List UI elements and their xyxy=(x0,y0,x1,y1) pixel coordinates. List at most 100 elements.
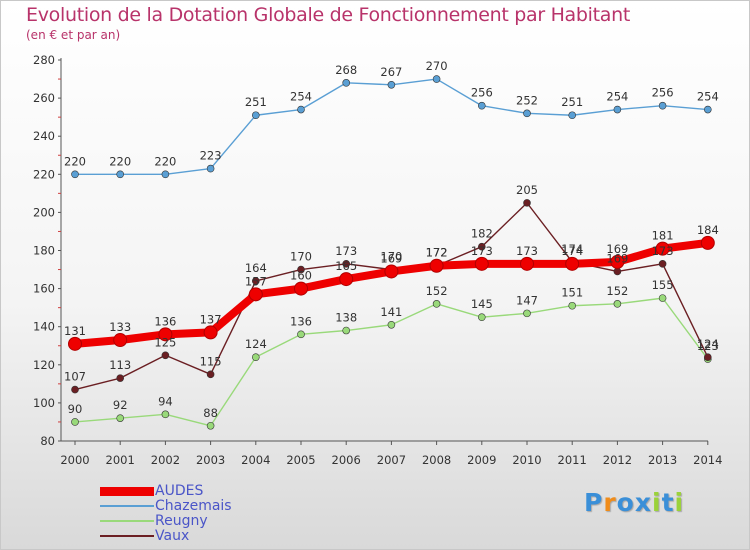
x-tick-label: 2007 xyxy=(377,453,406,467)
data-point-chazemais xyxy=(252,111,260,120)
data-point-chazemais xyxy=(116,170,124,179)
data-point-vaux xyxy=(523,199,531,207)
logo-letter: P xyxy=(584,488,604,517)
legend-label: Vaux xyxy=(155,528,190,544)
x-tick-label: 2013 xyxy=(648,453,677,467)
logo-letter: t xyxy=(661,488,675,517)
x-tick-label: 2004 xyxy=(241,453,270,467)
data-label-chazemais: 251 xyxy=(245,95,267,109)
x-tick-label: 2000 xyxy=(60,453,89,467)
data-point-vaux xyxy=(477,242,486,251)
data-label-audes: 169 xyxy=(606,242,628,256)
data-label-audes: 172 xyxy=(426,246,448,260)
data-point-vaux xyxy=(342,260,351,268)
logo-letter: r xyxy=(603,488,617,517)
data-point-reugny xyxy=(613,300,622,308)
data-label-audes: 173 xyxy=(471,244,493,258)
x-tick-label: 2010 xyxy=(512,453,541,467)
data-point-reugny xyxy=(568,301,577,310)
data-point-vaux xyxy=(116,374,124,382)
data-point-chazemais xyxy=(432,75,441,83)
data-label-chazemais: 254 xyxy=(606,90,628,104)
data-point-audes xyxy=(384,264,399,279)
data-point-chazemais xyxy=(568,111,577,120)
data-point-vaux xyxy=(613,267,622,276)
data-point-reugny xyxy=(116,414,124,422)
x-tick-label: 2008 xyxy=(422,453,451,467)
data-point-vaux xyxy=(703,353,712,361)
legend-label: Chazemais xyxy=(155,498,232,514)
data-label-reugny: 94 xyxy=(158,394,173,408)
data-label-vaux: 107 xyxy=(64,370,86,384)
data-label-chazemais: 267 xyxy=(380,65,402,79)
data-point-vaux xyxy=(206,370,215,379)
data-label-vaux: 172 xyxy=(426,246,448,260)
y-tick-label: 120 xyxy=(33,358,55,372)
data-label-audes: 169 xyxy=(380,251,402,265)
data-label-audes: 173 xyxy=(516,244,538,258)
data-label-chazemais: 268 xyxy=(335,63,357,77)
data-point-audes xyxy=(68,336,82,351)
data-point-vaux xyxy=(297,265,305,274)
data-point-audes xyxy=(520,256,534,271)
logo-letter: i xyxy=(652,488,662,517)
data-point-chazemais xyxy=(387,80,396,89)
data-point-chazemais xyxy=(206,164,215,173)
logo-letter: i xyxy=(674,488,685,517)
data-label-audes: 131 xyxy=(64,324,86,338)
data-point-audes xyxy=(339,272,354,287)
logo-letter: o xyxy=(616,488,635,517)
data-point-audes xyxy=(294,281,308,296)
data-point-reugny xyxy=(297,330,305,339)
legend-swatch xyxy=(100,535,154,537)
data-point-reugny xyxy=(206,421,215,430)
data-label-vaux: 173 xyxy=(335,244,357,258)
data-label-audes: 136 xyxy=(154,314,176,328)
data-label-chazemais: 254 xyxy=(697,90,719,104)
data-label-vaux: 164 xyxy=(245,261,267,275)
legend-label: AUDES xyxy=(155,483,204,499)
data-label-reugny: 136 xyxy=(290,314,312,328)
data-point-audes xyxy=(610,254,625,269)
data-label-reugny: 90 xyxy=(68,402,83,416)
data-point-reugny xyxy=(342,326,351,335)
data-label-audes: 157 xyxy=(245,274,267,288)
x-tick-label: 2002 xyxy=(151,453,180,467)
x-tick-label: 2006 xyxy=(332,453,361,467)
data-label-vaux: 113 xyxy=(109,358,131,372)
data-point-chazemais xyxy=(297,105,305,114)
data-point-reugny xyxy=(432,300,441,308)
logo-letter: x xyxy=(634,488,652,517)
data-point-chazemais xyxy=(523,109,531,118)
data-label-chazemais: 252 xyxy=(516,93,538,107)
y-tick-label: 260 xyxy=(33,91,55,105)
data-label-audes: 174 xyxy=(561,244,583,258)
data-point-vaux xyxy=(252,277,260,285)
legend-label: Reugny xyxy=(155,513,208,529)
x-tick-label: 2011 xyxy=(558,453,587,467)
y-tick-label: 200 xyxy=(33,205,55,219)
data-label-audes: 137 xyxy=(200,312,222,326)
data-label-reugny: 92 xyxy=(113,398,128,412)
legend-swatch xyxy=(100,520,154,522)
data-label-reugny: 152 xyxy=(426,284,448,298)
data-label-audes: 165 xyxy=(335,259,357,273)
data-label-chazemais: 220 xyxy=(109,154,131,168)
legend-swatch xyxy=(100,505,154,507)
data-label-vaux: 170 xyxy=(380,250,402,264)
chart-subtitle: (en € et par an) xyxy=(26,28,121,42)
data-label-reugny: 152 xyxy=(606,284,628,298)
data-label-chazemais: 220 xyxy=(64,154,86,168)
data-label-chazemais: 270 xyxy=(426,59,448,73)
data-label-reugny: 123 xyxy=(697,339,719,353)
data-label-chazemais: 223 xyxy=(200,149,222,163)
data-label-audes: 181 xyxy=(652,229,674,243)
data-label-chazemais: 256 xyxy=(471,86,493,100)
data-point-audes xyxy=(203,325,218,340)
x-tick-label: 2012 xyxy=(603,453,632,467)
data-point-reugny xyxy=(252,353,260,361)
data-label-vaux: 125 xyxy=(154,335,176,349)
y-tick-label: 80 xyxy=(40,434,55,448)
data-label-vaux: 174 xyxy=(561,242,583,256)
